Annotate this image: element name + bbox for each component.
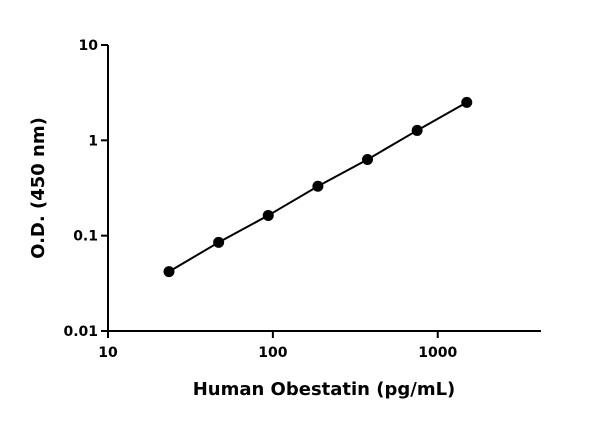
y-tick-label: 10 [79,38,99,54]
y-tick-label: 0.01 [63,324,98,340]
data-point [461,96,473,108]
data-point [312,180,324,192]
y-tick-label: 0.1 [73,229,98,245]
data-point [213,236,225,248]
data-point [362,153,374,165]
x-tick-label: 10 [98,345,118,361]
data-point [262,209,274,221]
x-tick-label: 1000 [418,345,457,361]
x-axis-title: Human Obestatin (pg/mL) [193,379,456,400]
y-axis-title: O.D. (450 nm) [28,117,49,259]
data-point [411,124,423,136]
y-tick-label: 1 [88,133,98,149]
x-tick-label: 100 [258,345,287,361]
data-point [163,266,175,278]
